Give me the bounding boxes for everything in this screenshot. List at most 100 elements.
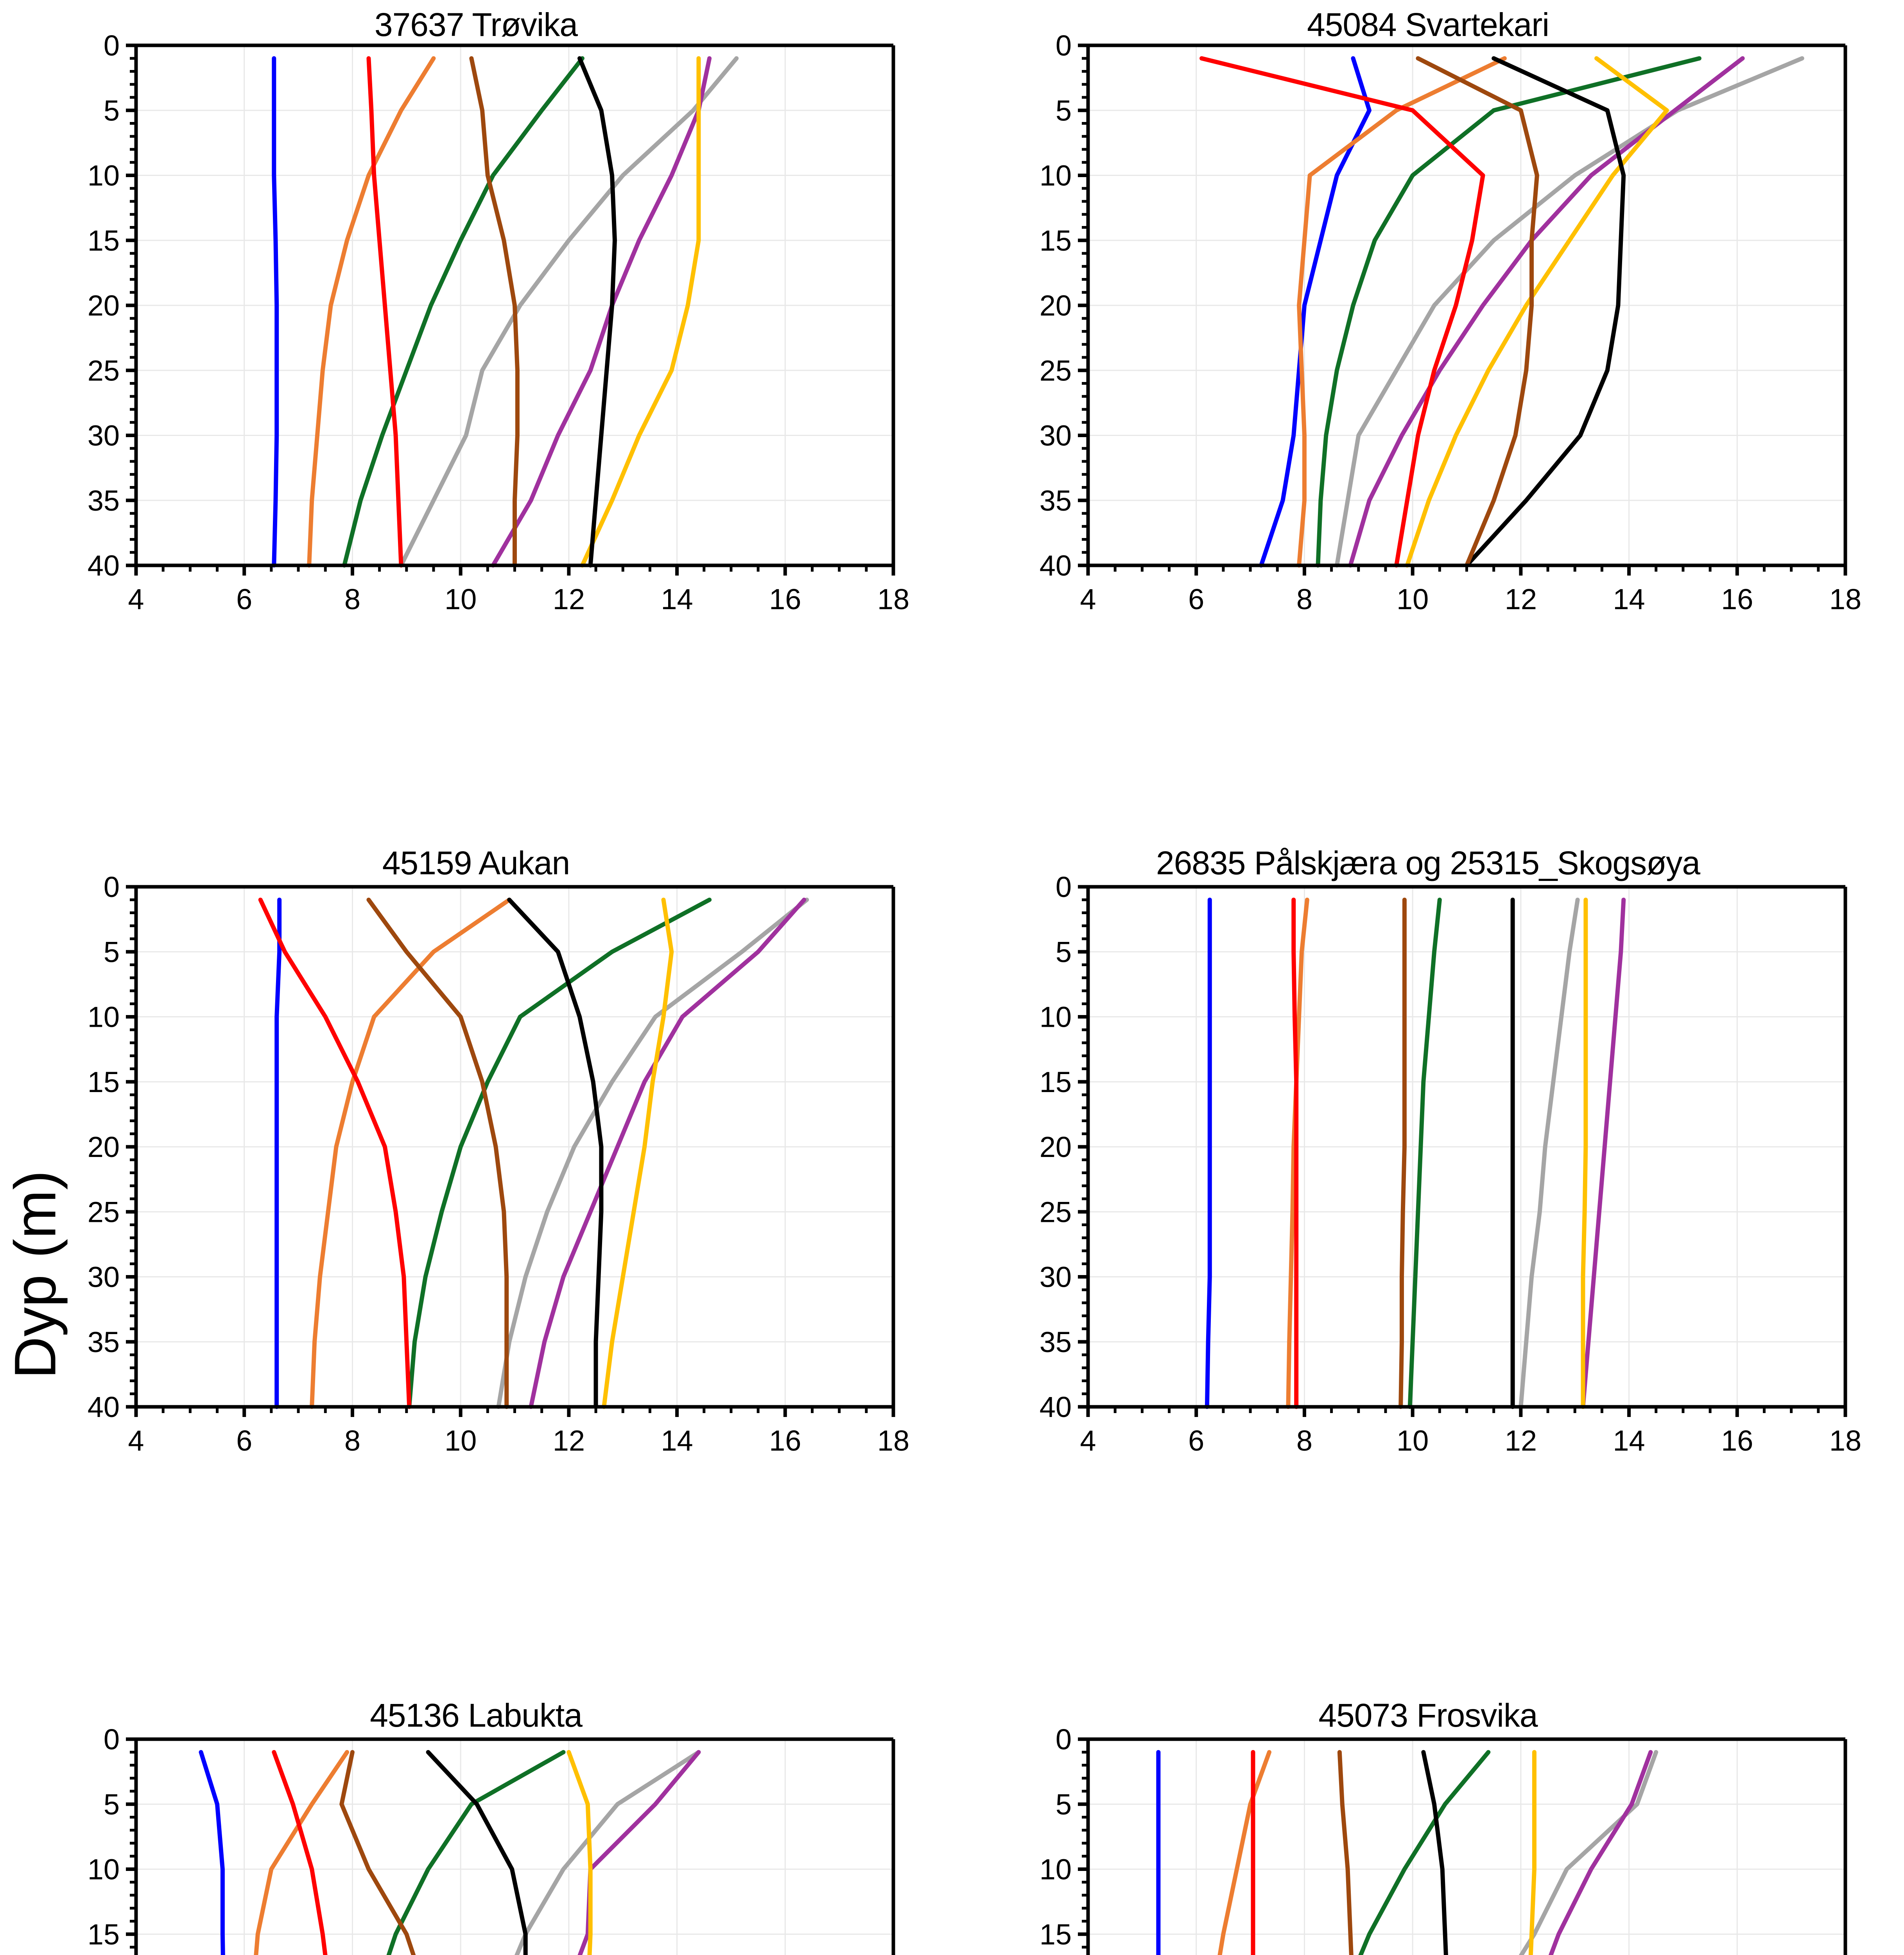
y-tick-label: 15 xyxy=(1040,224,1072,257)
y-tick-label: 10 xyxy=(88,1853,120,1886)
series-Des xyxy=(366,56,403,568)
x-tick-label: 8 xyxy=(344,1424,360,1457)
y-tick-label: 30 xyxy=(88,420,120,452)
y-tick-label: 30 xyxy=(1040,420,1072,452)
y-tick-label: 5 xyxy=(1056,94,1072,127)
series-Sept xyxy=(567,1750,593,1955)
y-tick-label: 15 xyxy=(1040,1918,1072,1951)
y-tick-label: 40 xyxy=(1040,1391,1072,1423)
series-Juli xyxy=(1334,56,1804,568)
y-tick-label: 30 xyxy=(1040,1261,1072,1293)
y-tick-label: 10 xyxy=(88,1001,120,1033)
y-tick-label: 5 xyxy=(1056,1788,1072,1820)
series-Mai xyxy=(310,897,512,1409)
series-Sept xyxy=(1528,1750,1536,1955)
series-Mai xyxy=(1286,897,1309,1409)
y-tick-label: 10 xyxy=(1040,1853,1072,1886)
y-tick-label: 0 xyxy=(1056,871,1072,903)
x-tick-label: 16 xyxy=(1721,583,1753,615)
panel-45136-labukta: 45136 Labukta xyxy=(0,1673,952,1955)
x-tick-label: 16 xyxy=(769,583,801,615)
series-April xyxy=(1259,56,1372,568)
series-Aug xyxy=(529,897,807,1409)
y-tick-label: 40 xyxy=(1040,549,1072,582)
series-Sept xyxy=(1405,56,1669,568)
series-Nov xyxy=(339,1750,416,1955)
y-tick-label: 20 xyxy=(88,289,120,322)
y-tick-label: 5 xyxy=(1056,936,1072,968)
series-Okt xyxy=(426,1750,528,1955)
y-tick-label: 0 xyxy=(104,871,120,903)
series-Nov xyxy=(366,897,509,1409)
y-tick-label: 35 xyxy=(1040,484,1072,517)
y-tick-label: 20 xyxy=(88,1131,120,1163)
y-tick-label: 40 xyxy=(88,549,120,582)
x-tick-label: 18 xyxy=(1829,583,1861,615)
series-Juni xyxy=(342,56,584,568)
series-Sept xyxy=(580,56,701,568)
series-Juli xyxy=(399,56,739,568)
series-April xyxy=(1205,897,1212,1409)
series-Juli xyxy=(515,1750,701,1955)
series-Okt xyxy=(577,56,617,568)
y-tick-label: 10 xyxy=(88,160,120,192)
panel-title: 45159 Aukan xyxy=(382,845,570,881)
series-Mai xyxy=(1217,1750,1271,1955)
x-tick-label: 4 xyxy=(1080,1424,1096,1457)
panel-45084-svartekari: 45084 Svartekari xyxy=(952,0,1904,821)
plot-2: 0 5 10 15 20 25 30 35 404 6 8 10 12 14 16 18 xyxy=(88,871,909,1457)
x-tick-label: 16 xyxy=(769,1424,801,1457)
y-axis-label: Dyp (m) xyxy=(2,1170,68,1379)
x-tick-label: 12 xyxy=(1505,583,1537,615)
x-tick-label: 8 xyxy=(344,583,360,615)
y-tick-label: 30 xyxy=(88,1261,120,1293)
x-tick-label: 4 xyxy=(128,1424,144,1457)
x-tick-label: 14 xyxy=(661,1424,693,1457)
x-tick-label: 6 xyxy=(236,583,252,615)
y-tick-label: 10 xyxy=(1040,1001,1072,1033)
panel-title: 45136 Labukta xyxy=(370,1697,583,1734)
series-April xyxy=(272,56,279,568)
y-tick-label: 25 xyxy=(1040,354,1072,387)
x-tick-label: 14 xyxy=(661,583,693,615)
series-Sept xyxy=(602,897,674,1409)
x-tick-label: 16 xyxy=(1721,1424,1753,1457)
x-tick-label: 12 xyxy=(1505,1424,1537,1457)
x-tick-label: 12 xyxy=(553,583,585,615)
y-tick-label: 35 xyxy=(88,484,120,517)
panel-title: 45073 Frosvika xyxy=(1318,1697,1538,1734)
x-tick-label: 8 xyxy=(1296,583,1312,615)
plot-1: 0 5 10 15 20 25 30 35 404 6 8 10 12 14 16 18 xyxy=(1040,29,1861,615)
series-Aug xyxy=(1548,1750,1653,1955)
x-tick-label: 14 xyxy=(1613,583,1645,615)
series-Juni xyxy=(1316,56,1701,568)
y-tick-label: 0 xyxy=(104,1723,120,1756)
x-tick-label: 10 xyxy=(1397,583,1429,615)
panel-45073-frosvika: 45073 Frosvika xyxy=(952,1673,1904,1955)
y-tick-label: 40 xyxy=(88,1391,120,1423)
series-Des xyxy=(258,897,412,1409)
y-tick-label: 35 xyxy=(1040,1326,1072,1358)
series-Des xyxy=(1199,56,1485,568)
series-Okt xyxy=(1465,56,1626,568)
y-tick-label: 5 xyxy=(104,936,120,968)
series-Nov xyxy=(469,56,520,568)
y-tick-label: 15 xyxy=(1040,1066,1072,1098)
y-tick-label: 0 xyxy=(104,29,120,62)
y-tick-label: 15 xyxy=(88,1066,120,1098)
x-tick-label: 12 xyxy=(553,1424,585,1457)
series-Nov xyxy=(1416,56,1539,568)
series-Juli xyxy=(1519,897,1580,1409)
panel-title: 26835 Pålskjæra og 25315_Skogsøya xyxy=(1156,845,1700,881)
series-April xyxy=(199,1750,225,1955)
series-April xyxy=(274,897,282,1409)
series-Nov xyxy=(1398,897,1407,1409)
x-tick-label: 8 xyxy=(1296,1424,1312,1457)
x-tick-label: 6 xyxy=(1188,583,1204,615)
series-Mai xyxy=(307,56,436,568)
panel-26835-palskjaera-skogsoya: 26835 Pålskjæra og 25315_Skogsøya xyxy=(952,821,1904,1673)
